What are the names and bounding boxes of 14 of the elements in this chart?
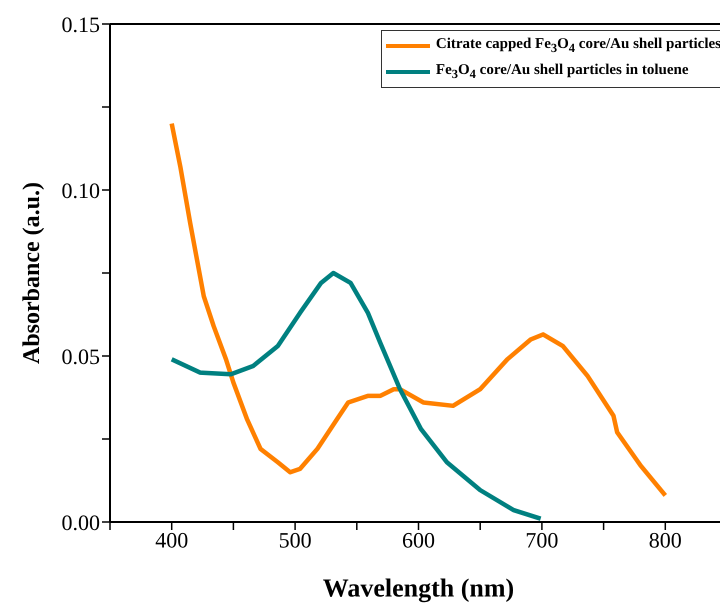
line-series [169, 270, 543, 521]
x-tick-label: 700 [525, 528, 558, 553]
legend-label: Fe$_{3}$O$_{4}$ core/Au shell particles in toluene [436, 61, 689, 83]
y-tick-label: 0.10 [62, 178, 100, 203]
y-tick-label: 0.15 [62, 12, 100, 37]
x-tick-label: 600 [402, 528, 435, 553]
x-tick-label: 400 [155, 528, 188, 553]
y-tick-label: 0.05 [62, 344, 100, 369]
x-axis-title: Wavelength (nm) [322, 574, 514, 602]
y-axis-title: Absorbance (a.u.) [19, 182, 45, 364]
line-series [169, 121, 668, 498]
y-tick-label: 0.00 [62, 510, 100, 535]
x-tick-label: 500 [278, 528, 312, 553]
x-tick-label: 800 [648, 528, 682, 553]
